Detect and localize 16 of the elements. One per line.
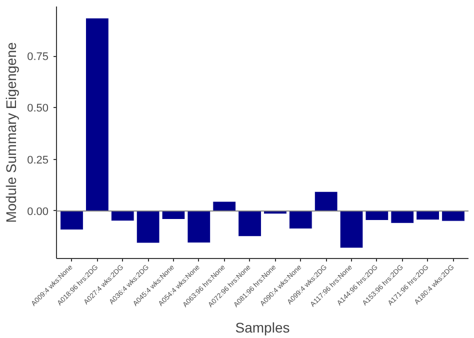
bar (288, 210, 312, 230)
x-axis-title: Samples (235, 319, 290, 336)
bar (212, 201, 236, 212)
bar (390, 210, 414, 224)
y-tick-label: 0.50 (27, 102, 49, 115)
bar (416, 210, 440, 220)
bar (85, 18, 109, 212)
bar (110, 210, 134, 222)
bar (238, 210, 262, 237)
bar (442, 210, 465, 222)
y-axis-title: Module Summary Eigengene (3, 42, 20, 223)
y-tick-label: 0.25 (27, 154, 49, 166)
bar (60, 210, 84, 230)
bar (314, 191, 338, 212)
y-tick-label: 0.75 (27, 51, 49, 64)
y-tick-label: 0.00 (27, 206, 49, 218)
